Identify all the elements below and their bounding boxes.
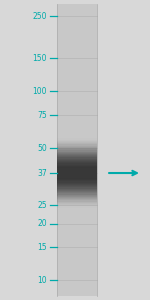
FancyBboxPatch shape (57, 159, 97, 188)
FancyBboxPatch shape (57, 155, 97, 191)
FancyBboxPatch shape (57, 152, 97, 194)
Text: 15: 15 (37, 243, 47, 252)
FancyBboxPatch shape (57, 148, 97, 198)
Text: 25: 25 (37, 201, 47, 210)
FancyBboxPatch shape (57, 165, 97, 182)
Text: 100: 100 (32, 87, 47, 96)
FancyBboxPatch shape (57, 164, 97, 183)
FancyBboxPatch shape (57, 156, 97, 190)
Text: 37: 37 (37, 169, 47, 178)
FancyBboxPatch shape (57, 160, 97, 186)
FancyBboxPatch shape (57, 161, 97, 185)
FancyBboxPatch shape (57, 166, 97, 180)
Text: 250: 250 (32, 12, 47, 21)
FancyBboxPatch shape (57, 154, 97, 192)
FancyBboxPatch shape (57, 149, 97, 197)
FancyBboxPatch shape (57, 158, 97, 188)
FancyBboxPatch shape (57, 147, 97, 199)
Text: 150: 150 (32, 54, 47, 63)
Text: 10: 10 (37, 276, 47, 285)
FancyBboxPatch shape (57, 150, 97, 196)
FancyBboxPatch shape (57, 167, 97, 179)
FancyBboxPatch shape (57, 153, 97, 193)
FancyBboxPatch shape (57, 4, 97, 296)
Text: 75: 75 (37, 110, 47, 119)
FancyBboxPatch shape (57, 168, 97, 178)
Text: 50: 50 (37, 144, 47, 153)
FancyBboxPatch shape (57, 162, 97, 184)
FancyBboxPatch shape (57, 146, 97, 200)
Text: 20: 20 (37, 219, 47, 228)
